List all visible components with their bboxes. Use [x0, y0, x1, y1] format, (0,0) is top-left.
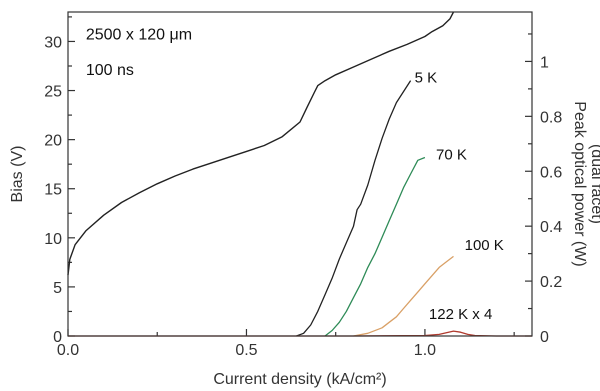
series-line-5-k — [296, 80, 412, 337]
y-right-tick-label: 0.6 — [540, 164, 562, 181]
series-label: 100 K — [465, 237, 504, 254]
chart-body — [67, 16, 532, 337]
label-layer: 0.0 0.5 1.0 0 5 10 15 20 25 30 0 0.2 0.4 0.6 0.8 1 5 K 70… — [44, 26, 562, 359]
y-right-tick-label: 0.4 — [540, 219, 562, 236]
annotation-text: 2500 x 120 μm — [86, 26, 192, 43]
plot-frame — [67, 11, 533, 337]
y-left-axis-label: Bias (V) — [9, 146, 26, 203]
y-left-tick-label: 20 — [44, 133, 62, 150]
y-left-tick-label: 25 — [44, 84, 62, 101]
y-left-tick-label: 10 — [44, 231, 62, 248]
series-layer — [67, 11, 532, 337]
annotation-text: 100 ns — [86, 62, 134, 79]
x-tick-label: 0.0 — [57, 342, 79, 359]
y-right-tick-label: 1 — [540, 54, 549, 71]
x-tick-label: 0.5 — [235, 342, 257, 359]
series-label: 70 K — [436, 147, 467, 164]
series-line-100-k — [353, 255, 454, 337]
series-label: 122 K x 4 — [429, 306, 492, 323]
x-axis-label: Current density (kA/cm²) — [213, 371, 386, 388]
y-left-tick-label: 5 — [53, 280, 62, 297]
series-line-70-k — [324, 156, 426, 337]
y-right-axis-label: Peak optical power (W) — [571, 101, 588, 266]
x-tick-label: 1.0 — [414, 342, 436, 359]
series-line-bias — [67, 11, 455, 276]
y-left-tick-label: 15 — [44, 182, 62, 199]
y-left-tick-label: 30 — [44, 34, 62, 51]
y-right-tick-label: 0 — [540, 329, 549, 346]
y-left-tick-label: 0 — [53, 329, 62, 346]
series-label: 5 K — [415, 70, 438, 87]
y-right-tick-label: 0.8 — [540, 109, 562, 126]
y-right-axis-sublabel: (dual facet) — [588, 144, 600, 224]
y-right-tick-label: 0.2 — [540, 274, 562, 291]
